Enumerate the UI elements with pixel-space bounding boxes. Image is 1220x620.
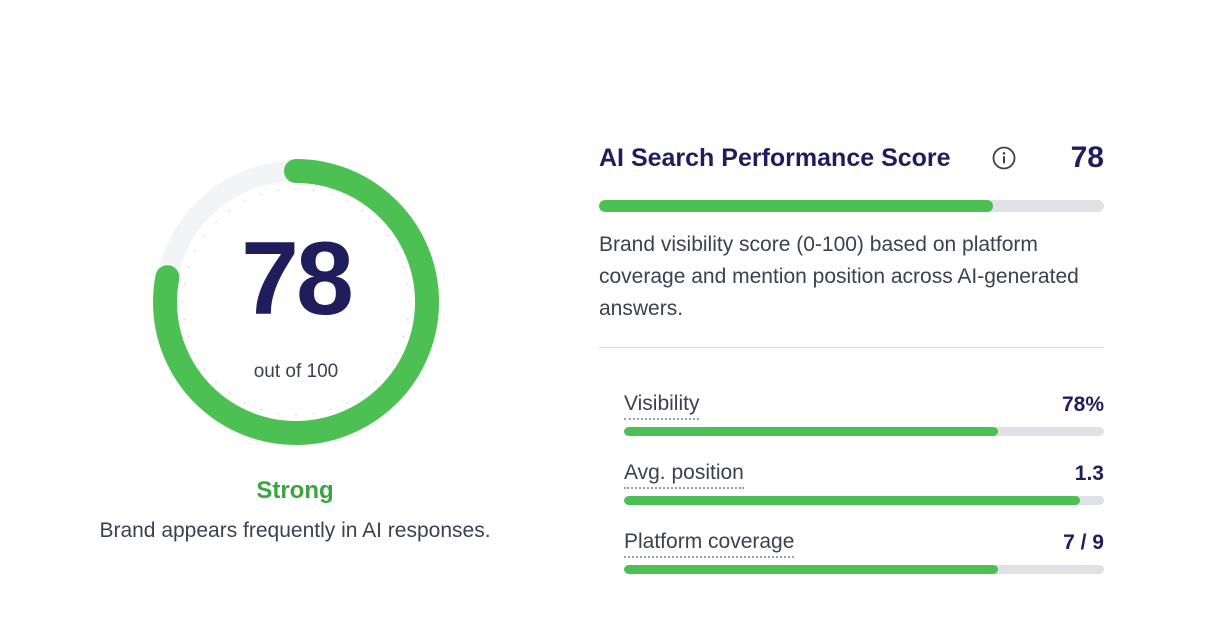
metric-value: 78% xyxy=(1061,393,1104,416)
gauge-score-value: 78 xyxy=(241,221,354,337)
gauge-tick xyxy=(361,209,364,212)
gauge-tick xyxy=(203,367,206,370)
rating-caption: Brand appears frequently in AI responses… xyxy=(99,519,491,542)
gauge-tick xyxy=(346,200,349,203)
gauge-tick xyxy=(183,318,186,321)
gauge-tick xyxy=(361,392,364,395)
gauge-tick xyxy=(228,392,231,395)
metric-progress-bar xyxy=(624,496,1104,505)
score-details-panel: AI Search Performance Score 78 Brand vis… xyxy=(599,140,1104,580)
gauge-tick xyxy=(228,209,231,212)
metric-label[interactable]: Avg. position xyxy=(624,460,744,489)
gauge-tick xyxy=(295,414,297,416)
gauge-tick xyxy=(402,336,405,338)
gauge-tick xyxy=(408,301,410,303)
gauge-tick xyxy=(203,234,206,237)
gauge-tick xyxy=(386,234,389,237)
gauge-tick xyxy=(395,249,398,252)
gauge-ring xyxy=(153,159,439,445)
gauge-tick xyxy=(346,401,349,404)
metric-progress-fill xyxy=(624,496,1080,505)
metric-avg-position: Avg. position 1.3 xyxy=(624,460,1104,510)
gauge-tick xyxy=(312,189,315,192)
metric-value: 1.3 xyxy=(1074,462,1104,485)
metric-progress-fill xyxy=(624,565,999,574)
gauge-tick xyxy=(402,266,405,268)
gauge-tick xyxy=(187,266,190,268)
metric-label[interactable]: Platform coverage xyxy=(624,529,795,558)
gauge-tick xyxy=(295,188,297,190)
gauge-tick xyxy=(330,193,332,196)
gauge-tick xyxy=(375,221,377,223)
score-progress-fill xyxy=(599,200,993,212)
gauge-tick xyxy=(330,408,332,411)
gauge-tick xyxy=(215,381,217,383)
gauge-tick xyxy=(243,200,246,203)
gauge-tick xyxy=(277,189,280,192)
gauge-tick xyxy=(312,412,315,415)
divider xyxy=(599,347,1104,348)
gauge-tick xyxy=(187,336,190,338)
gauge-tick xyxy=(260,408,262,411)
gauge-tick xyxy=(183,283,186,286)
info-icon[interactable] xyxy=(992,146,1016,170)
gauge-tick xyxy=(395,352,398,355)
metric-platform-coverage: Platform coverage 7 / 9 xyxy=(624,529,1104,579)
gauge-tick xyxy=(182,301,184,303)
score-gauge-panel: 78 out of 100 Strong Brand appears frequ… xyxy=(60,140,530,560)
gauge-tick xyxy=(194,249,197,252)
metric-progress-bar xyxy=(624,565,1104,574)
gauge-tick xyxy=(386,367,389,370)
metric-value: 7 / 9 xyxy=(1063,531,1104,554)
gauge-out-of-label: out of 100 xyxy=(253,361,339,382)
score-title: AI Search Performance Score xyxy=(599,144,951,172)
gauge-progress-arc xyxy=(153,159,439,445)
gauge-tick xyxy=(406,283,409,286)
gauge-ticks xyxy=(182,188,410,416)
gauge-tick xyxy=(406,318,409,321)
gauge-tick xyxy=(194,352,197,355)
gauge-tick xyxy=(243,401,246,404)
score-description: Brand visibility score (0-100) based on … xyxy=(599,233,1079,320)
score-value: 78 xyxy=(1070,141,1104,174)
metric-label[interactable]: Visibility xyxy=(624,391,700,420)
metric-visibility: Visibility 78% xyxy=(624,391,1104,441)
rating-label: Strong xyxy=(256,477,334,504)
metric-progress-bar xyxy=(624,427,1104,436)
score-progress-bar xyxy=(599,200,1104,212)
score-gauge: 78 out of 100 xyxy=(149,155,443,449)
gauge-tick xyxy=(375,381,377,383)
gauge-tick xyxy=(260,193,262,196)
metric-progress-fill xyxy=(624,427,999,436)
gauge-tick xyxy=(215,221,217,223)
gauge-tick xyxy=(277,412,280,415)
